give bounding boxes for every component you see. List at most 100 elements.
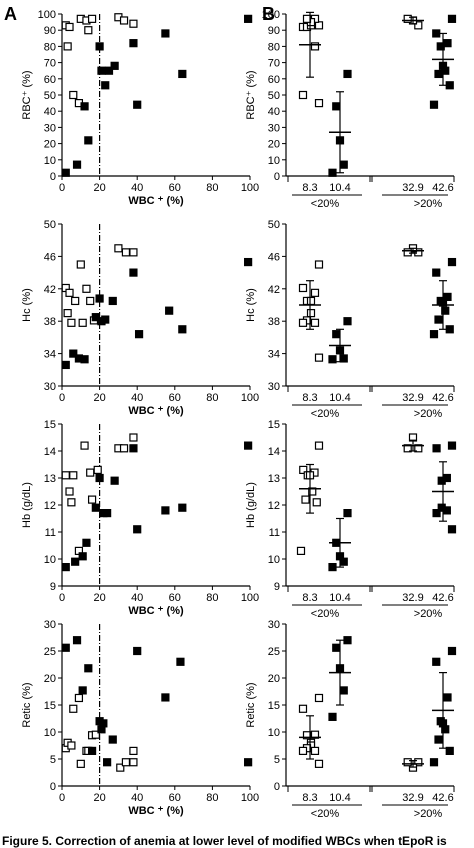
- y-tick-label: 20: [44, 139, 56, 151]
- filled-square-point: [161, 506, 170, 515]
- open-square-point: [67, 498, 76, 507]
- filled-square-point: [445, 81, 454, 90]
- y-tick-label: 100: [262, 9, 280, 21]
- open-square-point: [121, 758, 131, 767]
- y-tick-label: 9: [50, 581, 56, 593]
- filled-square-point: [95, 42, 104, 51]
- open-square-point: [298, 318, 308, 327]
- y-tick-label: 0: [274, 781, 280, 793]
- filled-square-point: [101, 315, 110, 324]
- filled-square-point: [178, 325, 187, 334]
- x-tick-label: 0: [59, 392, 65, 404]
- y-tick-label: 10: [44, 554, 56, 566]
- filled-square-point: [332, 102, 341, 111]
- y-axis-label: Retic (%): [245, 682, 257, 727]
- y-tick-label: 25: [44, 646, 56, 658]
- filled-square-point: [108, 296, 117, 306]
- x-axis-label: WBC ⁺ (%): [128, 195, 184, 207]
- y-tick-label: 100: [38, 9, 56, 21]
- x-tick-label: 100: [241, 182, 259, 194]
- filled-square-point: [161, 29, 170, 38]
- open-square-point: [298, 746, 308, 756]
- filled-square-point: [69, 349, 78, 358]
- filled-square-point: [432, 657, 441, 666]
- filled-square-point: [343, 69, 352, 79]
- y-tick-label: 25: [268, 646, 280, 658]
- filled-square-point: [432, 29, 441, 38]
- group-header: <20%: [311, 608, 340, 620]
- y-tick-label: 30: [268, 619, 280, 631]
- filled-square-point: [99, 719, 108, 728]
- y-tick-label: 38: [268, 316, 280, 328]
- open-square-point: [76, 759, 85, 768]
- y-tick-label: 14: [44, 446, 56, 458]
- filled-square-point: [447, 14, 457, 23]
- figure-caption: Figure 5. Correction of anemia at lower …: [2, 834, 447, 848]
- x-axis-label: WBC ⁺ (%): [128, 605, 184, 617]
- y-tick-label: 0: [50, 781, 56, 793]
- y-tick-label: 10: [268, 727, 280, 739]
- filled-square-point: [103, 509, 112, 518]
- filled-square-point: [244, 14, 253, 23]
- chart-a-4: 0 5 10 15 20 25 30 Retic (%) 0 20 40 60 80 100 WBC ⁺ (…: [21, 619, 259, 817]
- filled-square-point: [429, 330, 439, 339]
- group-label: 42.6: [432, 392, 453, 404]
- x-tick-label: 20: [93, 792, 105, 804]
- filled-square-point: [84, 664, 93, 673]
- filled-square-point: [244, 257, 253, 267]
- filled-square-point: [434, 315, 443, 324]
- filled-square-point: [441, 725, 450, 734]
- filled-square-point: [133, 646, 142, 656]
- chart-b-1: 0 10 20 30 40 50 60 70 80 90 100 RBC⁺ (%) 8.3 10.4 32.…: [245, 9, 457, 210]
- group-label: 42.6: [432, 592, 453, 604]
- y-tick-label: 70: [268, 58, 280, 70]
- open-square-point: [87, 14, 97, 23]
- x-tick-label: 60: [169, 792, 181, 804]
- y-axis-label: Retic (%): [21, 682, 33, 727]
- y-tick-label: 5: [50, 754, 56, 766]
- x-tick-label: 100: [241, 592, 259, 604]
- filled-square-point: [72, 160, 82, 169]
- open-square-point: [63, 309, 72, 318]
- y-axis-label: Hb (g/dL): [245, 482, 257, 528]
- y-tick-label: 40: [44, 106, 56, 118]
- y-tick-label: 15: [268, 700, 280, 712]
- open-square-point: [91, 730, 100, 739]
- group-label: 32.9: [402, 592, 423, 604]
- open-square-point: [314, 260, 324, 269]
- open-square-point: [87, 495, 97, 504]
- filled-square-point: [110, 61, 119, 70]
- filled-square-point: [441, 306, 450, 315]
- y-tick-label: 34: [44, 349, 56, 361]
- filled-square-point: [101, 81, 110, 90]
- filled-square-point: [429, 758, 439, 767]
- filled-square-point: [434, 69, 443, 79]
- open-square-point: [69, 90, 78, 100]
- y-tick-label: 11: [269, 527, 280, 539]
- chart-a-2: 30 34 38 42 46 50 Hc (%) 0 20 40 60 80 100 WBC ⁺ (%): [21, 219, 259, 417]
- x-axis-label: WBC ⁺ (%): [128, 805, 184, 817]
- filled-square-point: [80, 102, 89, 111]
- y-tick-label: 5: [274, 754, 280, 766]
- group-label: 32.9: [402, 792, 423, 804]
- open-square-point: [414, 758, 423, 767]
- chart-a-1: 0 10 20 30 40 50 60 70 80 90 100 RBC⁺ (%) 0 20 40 60 80 1…: [21, 9, 259, 207]
- y-axis-label: Hc (%): [245, 288, 257, 322]
- panel-label-a: A: [4, 4, 17, 24]
- group-label: 10.4: [329, 182, 350, 194]
- filled-square-point: [95, 473, 104, 483]
- open-square-point: [63, 42, 72, 51]
- open-square-point: [129, 746, 138, 756]
- x-tick-label: 80: [206, 182, 218, 194]
- open-square-point: [310, 42, 320, 51]
- y-tick-label: 70: [44, 58, 56, 70]
- y-tick-label: 20: [268, 673, 280, 685]
- group-label: 10.4: [329, 592, 350, 604]
- y-tick-label: 15: [44, 700, 56, 712]
- filled-square-point: [432, 268, 441, 277]
- open-square-point: [129, 433, 138, 442]
- filled-square-point: [339, 354, 348, 363]
- y-tick-label: 80: [268, 41, 280, 53]
- y-axis-label: Hb (g/dL): [21, 482, 33, 528]
- y-tick-label: 30: [268, 381, 280, 393]
